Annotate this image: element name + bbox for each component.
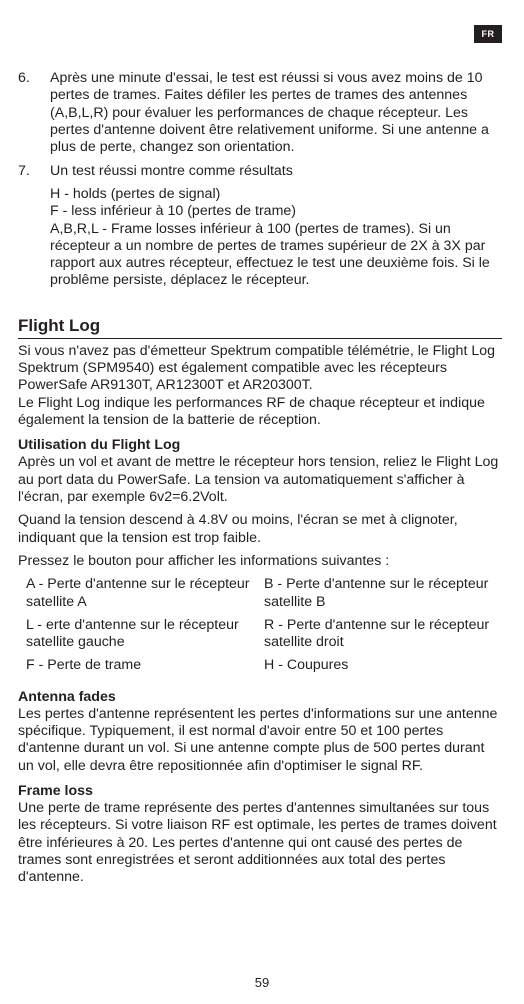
sub-block-7: H - holds (pertes de signal) F - less in… — [50, 186, 502, 290]
page-number: 59 — [255, 975, 269, 990]
list-number: 7. — [18, 163, 50, 180]
page-content: 6. Après une minute d'essai, le test est… — [18, 14, 502, 887]
table-cell-h: H - Coupures — [264, 657, 502, 680]
paragraph: Une perte de trame représente des pertes… — [18, 800, 502, 887]
table-cell-l: L - erte d'antenne sur le récepteur sate… — [26, 617, 264, 658]
sub-line: H - holds (pertes de signal) — [50, 186, 502, 203]
section-title-flight-log: Flight Log — [18, 316, 502, 339]
list-text: Un test réussi montre comme résultats — [50, 163, 502, 180]
table-cell-f: F - Perte de trame — [26, 657, 264, 680]
info-table: A - Perte d'antenne sur le récepteur sat… — [26, 576, 502, 681]
table-cell-b: B - Perte d'antenne sur le récepteur sat… — [264, 576, 502, 617]
table-cell-a: A - Perte d'antenne sur le récepteur sat… — [26, 576, 264, 617]
paragraph: Pressez le bouton pour afficher les info… — [18, 553, 502, 570]
paragraph: Les pertes d'antenne représentent les pe… — [18, 706, 502, 775]
subsection-title-frame: Frame loss — [18, 783, 502, 799]
paragraph: Après un vol et avant de mettre le récep… — [18, 454, 502, 506]
list-item-7: 7. Un test réussi montre comme résultats — [18, 163, 502, 180]
sub-line: A,B,R,L - Frame losses inférieur à 100 (… — [50, 221, 502, 290]
sub-line: F - less inférieur à 10 (pertes de trame… — [50, 203, 502, 220]
list-text: Après une minute d'essai, le test est ré… — [50, 70, 502, 157]
list-item-6: 6. Après une minute d'essai, le test est… — [18, 70, 502, 157]
subsection-title-utilisation: Utilisation du Flight Log — [18, 437, 502, 453]
list-number: 6. — [18, 70, 50, 157]
subsection-title-antenna: Antenna fades — [18, 689, 502, 705]
paragraph: Le Flight Log indique les performances R… — [18, 395, 502, 430]
table-cell-r: R - Perte d'antenne sur le récepteur sat… — [264, 617, 502, 658]
paragraph: Si vous n'avez pas d'émetteur Spektrum c… — [18, 343, 502, 395]
paragraph: Quand la tension descend à 4.8V ou moins… — [18, 512, 502, 547]
language-badge: FR — [474, 25, 502, 43]
